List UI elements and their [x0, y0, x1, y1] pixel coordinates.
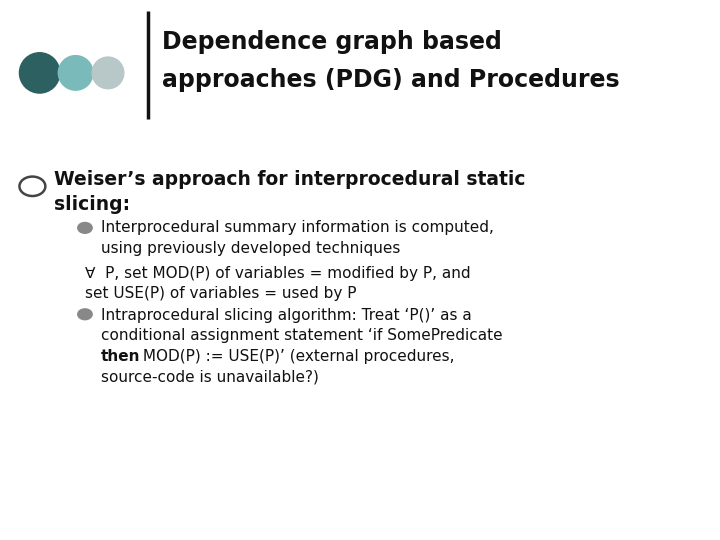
Text: then: then — [101, 349, 140, 364]
Text: conditional assignment statement ‘if SomePredicate: conditional assignment statement ‘if Som… — [101, 328, 503, 343]
Ellipse shape — [92, 57, 124, 89]
Circle shape — [19, 177, 45, 196]
Ellipse shape — [19, 53, 60, 93]
Circle shape — [78, 222, 92, 233]
Ellipse shape — [58, 56, 93, 90]
Text: MOD(P) := USE(P)’ (external procedures,: MOD(P) := USE(P)’ (external procedures, — [138, 349, 455, 364]
Text: Dependence graph based: Dependence graph based — [162, 30, 502, 53]
Text: Interprocedural summary information is computed,: Interprocedural summary information is c… — [101, 220, 494, 235]
Text: Intraprocedural slicing algorithm: Treat ‘P()’ as a: Intraprocedural slicing algorithm: Treat… — [101, 308, 472, 323]
Text: slicing:: slicing: — [54, 195, 130, 214]
Text: set USE(P) of variables = used by P: set USE(P) of variables = used by P — [85, 286, 356, 301]
Text: Weiser’s approach for interprocedural static: Weiser’s approach for interprocedural st… — [54, 170, 526, 189]
Text: using previously developed techniques: using previously developed techniques — [101, 241, 400, 256]
Text: source-code is unavailable?): source-code is unavailable?) — [101, 369, 319, 384]
Text: ∀  P, set MOD(P) of variables = modified by P, and: ∀ P, set MOD(P) of variables = modified … — [85, 266, 471, 281]
Circle shape — [78, 309, 92, 320]
Text: approaches (PDG) and Procedures: approaches (PDG) and Procedures — [162, 68, 620, 91]
